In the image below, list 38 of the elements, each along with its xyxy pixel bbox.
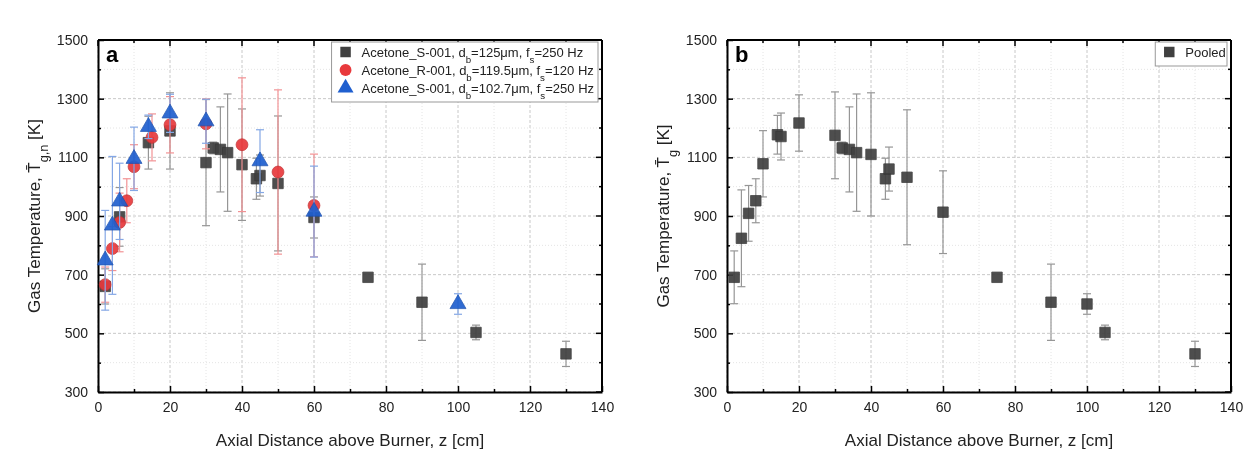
y-tick-label: 1300 <box>56 90 89 107</box>
x-tick-label: 100 <box>1075 398 1100 415</box>
y-tick-label: 900 <box>64 207 89 224</box>
x-tick-label: 60 <box>306 398 323 415</box>
y-tick-label: 500 <box>693 325 718 342</box>
x-tick-label: 0 <box>94 398 103 415</box>
x-axis-title: Axial Distance above Burner, z [cm] <box>844 431 1114 450</box>
x-tick-label: 20 <box>791 398 808 415</box>
x-tick-label: 80 <box>1007 398 1024 415</box>
x-axis-title: Axial Distance above Burner, z [cm] <box>215 431 485 450</box>
y-tick-label: 1100 <box>686 149 718 166</box>
legend-label: Acetone_S-001, d$_{b}$=125μm, f$_{s}$=250 Hz <box>361 45 584 65</box>
legend-label: Acetone_S-001, d$_{b}$=102.7μm, f$_{s}$=250 Hz <box>361 81 595 101</box>
chart-title: a <box>106 42 119 67</box>
y-tick-label: 700 <box>64 266 89 283</box>
x-tick-label: 20 <box>162 398 179 415</box>
legend-label: Acetone_R-001, d$_{b}$=119.5μm, f$_{s}$=120 Hz <box>361 63 594 83</box>
y-tick-label: 300 <box>64 383 89 400</box>
x-tick-label: 100 <box>446 398 471 415</box>
y-tick-label: 900 <box>693 207 718 224</box>
y-tick-label: 1500 <box>685 31 718 48</box>
y-tick-label: 1500 <box>56 31 89 48</box>
x-tick-label: 140 <box>1219 398 1244 415</box>
y-tick-label: 300 <box>693 383 718 400</box>
x-tick-label: 120 <box>1147 398 1172 415</box>
legend-label: Pooled <box>1185 45 1226 60</box>
x-tick-label: 80 <box>378 398 395 415</box>
y-tick-label: 1100 <box>57 149 89 166</box>
x-tick-label: 120 <box>518 398 543 415</box>
y-tick-label: 1300 <box>685 90 718 107</box>
x-tick-label: 40 <box>234 398 251 415</box>
x-tick-label: 140 <box>590 398 615 415</box>
x-tick-label: 40 <box>863 398 880 415</box>
y-tick-label: 500 <box>64 325 89 342</box>
x-tick-label: 0 <box>723 398 732 415</box>
y-tick-label: 700 <box>693 266 718 283</box>
x-tick-label: 60 <box>935 398 952 415</box>
chart-title: b <box>735 42 749 67</box>
